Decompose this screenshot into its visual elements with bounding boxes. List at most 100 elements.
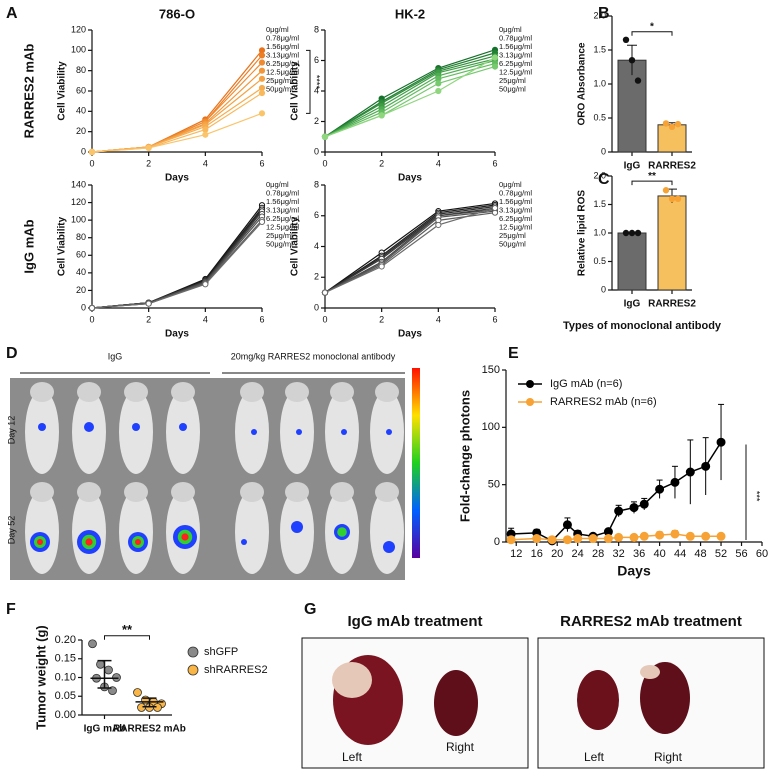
series-label: 12.5μg/ml — [499, 222, 532, 231]
data-point — [202, 126, 209, 133]
mouse — [370, 490, 404, 574]
series-label: 25μg/ml — [266, 231, 293, 240]
panel-letter: C — [598, 171, 610, 188]
kidneys — [332, 655, 690, 745]
x-tick-label: 6 — [492, 314, 497, 324]
series-label: 0μg/ml — [266, 180, 289, 189]
data-point — [378, 263, 385, 270]
data-point — [258, 89, 266, 97]
data-point — [258, 84, 266, 92]
x-axis-label: Types of monoclonal antibody — [563, 320, 722, 332]
y-tick-label: 0.5 — [593, 256, 606, 266]
mouse — [25, 490, 59, 574]
y-tick-label: 60 — [76, 85, 86, 95]
mouse-head — [330, 382, 354, 402]
y-tick-label: 100 — [71, 215, 86, 225]
y-tick-label: 0 — [314, 146, 319, 156]
mouse-head — [375, 482, 399, 502]
mouse-head — [285, 482, 309, 502]
x-axis-label: Days — [165, 173, 189, 184]
x-tick-label: 32 — [613, 548, 625, 560]
data-point — [674, 120, 682, 128]
series-label: 25μg/ml — [499, 231, 526, 240]
mice — [25, 382, 404, 574]
y-tick-label: 150 — [482, 364, 500, 376]
x-tick-label: 6 — [259, 158, 264, 168]
y-tick-label: 120 — [71, 197, 86, 207]
y-axis-label: Cell Viability — [57, 61, 68, 121]
x-tick-label: 2 — [146, 158, 151, 168]
y-tick-label: 80 — [76, 232, 86, 242]
side-label: Right — [654, 750, 683, 764]
y-tick-label: 8 — [314, 24, 319, 34]
data-point — [685, 531, 695, 541]
row-label: IgG mAb — [21, 219, 36, 273]
x-tick-label: RARRES2 mAb — [113, 724, 186, 735]
series-label: 0μg/ml — [499, 180, 522, 189]
y-tick-label: 2 — [314, 272, 319, 282]
series-label: 12.5μg/ml — [266, 67, 299, 76]
mouse-head — [171, 382, 195, 402]
group-label: IgG — [108, 351, 123, 361]
series-line — [324, 207, 496, 294]
mouse — [235, 490, 269, 574]
series-line — [511, 441, 722, 542]
data-point — [603, 534, 613, 544]
series-label: 6.25μg/ml — [266, 214, 299, 223]
signal — [132, 423, 140, 431]
y-tick-label: 4 — [314, 241, 319, 251]
mouse — [119, 490, 153, 574]
mouse-head — [330, 482, 354, 502]
data-point — [639, 499, 649, 509]
signal — [84, 422, 94, 432]
y-tick-label: 6 — [314, 210, 319, 220]
x-tick-label: 44 — [674, 548, 686, 560]
series-label: 6.25μg/ml — [266, 59, 299, 68]
x-tick-label: 2 — [146, 314, 151, 324]
series-label: 3.13μg/ml — [499, 205, 532, 214]
signal — [241, 539, 247, 545]
data-point — [133, 688, 142, 697]
x-tick-label: RARRES2 — [648, 299, 696, 310]
data-point — [258, 218, 266, 225]
y-tick-label: 40 — [76, 106, 86, 116]
legend-label: shRARRES2 — [204, 664, 268, 676]
chart-title: HK-2 — [395, 6, 425, 21]
signal — [383, 541, 395, 553]
x-tick-label: 16 — [531, 548, 543, 560]
data-point — [614, 532, 624, 542]
color-scale — [412, 368, 420, 558]
bar — [617, 59, 647, 153]
series-label: 12.5μg/ml — [266, 222, 299, 231]
y-tick-label: 4 — [314, 85, 319, 95]
panel-letter: B — [598, 5, 610, 22]
mouse — [119, 390, 153, 474]
mouse-head — [124, 382, 148, 402]
series-label: 1.56μg/ml — [499, 42, 532, 51]
y-tick-label: 0 — [601, 284, 606, 294]
y-tick-label: 2.0 — [593, 170, 606, 180]
series-line — [91, 219, 263, 309]
x-tick-label: IgG mAb — [84, 724, 126, 735]
x-tick-label: 2 — [379, 314, 384, 324]
x-tick-label: 40 — [653, 548, 665, 560]
bar — [617, 232, 647, 291]
y-tick-label: 8 — [314, 179, 319, 189]
series-label: 1.56μg/ml — [266, 197, 299, 206]
mouse-head — [77, 382, 101, 402]
x-tick-label: 48 — [694, 548, 706, 560]
mouse — [25, 390, 59, 474]
series-line — [324, 209, 496, 294]
y-tick-label: 1.0 — [593, 227, 606, 237]
annotation: ** — [648, 171, 656, 182]
data-point — [668, 195, 676, 202]
x-tick-label: 4 — [436, 314, 441, 324]
x-tick-label: 36 — [633, 548, 645, 560]
annotation: * — [650, 21, 654, 32]
data-point — [634, 77, 642, 84]
data-point — [685, 467, 695, 477]
legend-label: RARRES2 mAb (n=6) — [550, 396, 657, 408]
y-axis-label: Fold-change photons — [457, 390, 472, 522]
data-point — [668, 123, 676, 131]
